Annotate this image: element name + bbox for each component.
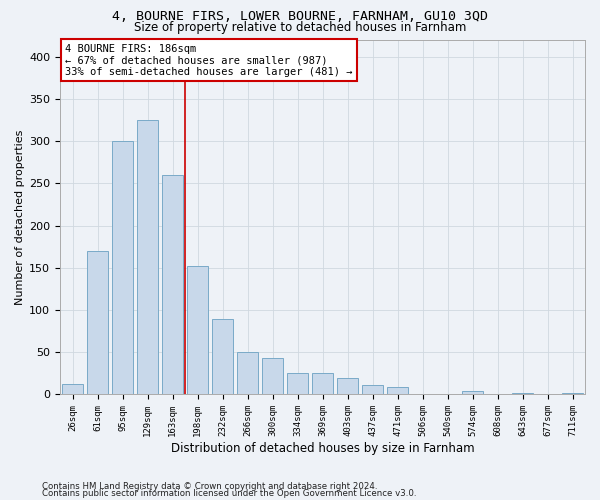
Text: Contains HM Land Registry data © Crown copyright and database right 2024.: Contains HM Land Registry data © Crown c… xyxy=(42,482,377,491)
Bar xyxy=(462,391,483,394)
Text: Contains public sector information licensed under the Open Government Licence v3: Contains public sector information licen… xyxy=(42,490,416,498)
Bar xyxy=(62,384,83,394)
Bar xyxy=(312,374,333,394)
Bar xyxy=(162,175,183,394)
Bar xyxy=(337,378,358,394)
Bar xyxy=(137,120,158,394)
Bar xyxy=(87,251,108,394)
Text: Size of property relative to detached houses in Farnham: Size of property relative to detached ho… xyxy=(134,21,466,34)
Bar xyxy=(112,142,133,394)
Text: 4, BOURNE FIRS, LOWER BOURNE, FARNHAM, GU10 3QD: 4, BOURNE FIRS, LOWER BOURNE, FARNHAM, G… xyxy=(112,10,488,23)
Text: 4 BOURNE FIRS: 186sqm
← 67% of detached houses are smaller (987)
33% of semi-det: 4 BOURNE FIRS: 186sqm ← 67% of detached … xyxy=(65,44,353,76)
Bar xyxy=(262,358,283,395)
Bar xyxy=(187,266,208,394)
Bar xyxy=(212,318,233,394)
Bar xyxy=(287,374,308,394)
Bar xyxy=(562,393,583,394)
X-axis label: Distribution of detached houses by size in Farnham: Distribution of detached houses by size … xyxy=(170,442,475,455)
Bar xyxy=(512,393,533,394)
Bar xyxy=(387,387,408,394)
Bar xyxy=(237,352,258,395)
Y-axis label: Number of detached properties: Number of detached properties xyxy=(15,130,25,305)
Bar xyxy=(362,385,383,394)
